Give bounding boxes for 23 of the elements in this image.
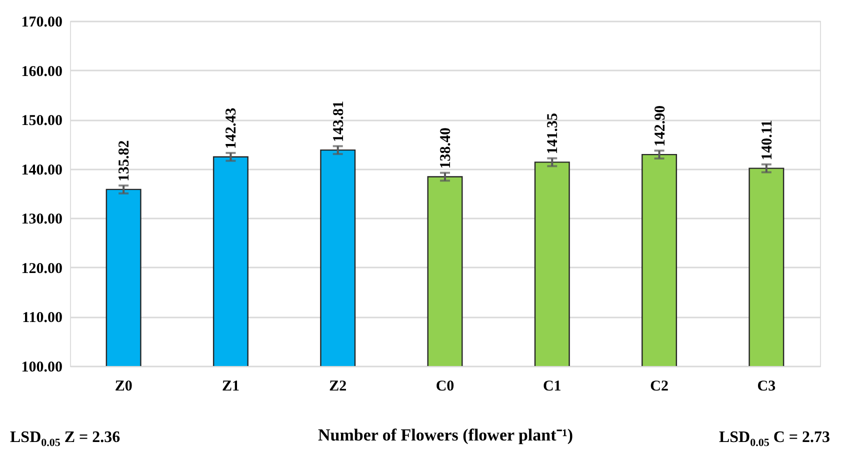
y-tick-label: 130.00 — [21, 212, 62, 228]
y-tick-label: 170.00 — [21, 14, 62, 30]
x-tick-label: Z1 — [222, 378, 240, 394]
x-tick-label: Z2 — [329, 378, 347, 394]
x-tick-label: C2 — [650, 378, 668, 394]
y-tick-label: 160.00 — [21, 64, 62, 80]
data-label: 143.81 — [330, 100, 347, 142]
x-tick-label: Z0 — [114, 378, 132, 394]
data-label: 138.40 — [438, 128, 454, 169]
y-tick-label: 150.00 — [21, 113, 62, 130]
data-label: 141.35 — [545, 113, 562, 154]
y-tick-label: 140.00 — [21, 162, 62, 178]
x-tick-label: C1 — [542, 378, 562, 394]
x-tick-label: C3 — [757, 378, 776, 394]
y-tick-label: 120.00 — [21, 260, 62, 277]
x-axis-title: Number of Flowers (flower plant⁻¹) — [318, 426, 574, 444]
data-label: 140.11 — [759, 120, 776, 160]
y-tick-label: 100.00 — [21, 360, 62, 376]
data-label: 142.43 — [224, 108, 240, 149]
data-label: 135.82 — [116, 140, 133, 182]
data-label: 142.90 — [652, 105, 668, 147]
y-tick-label: 110.00 — [22, 310, 62, 326]
x-tick-label: C0 — [436, 378, 454, 394]
